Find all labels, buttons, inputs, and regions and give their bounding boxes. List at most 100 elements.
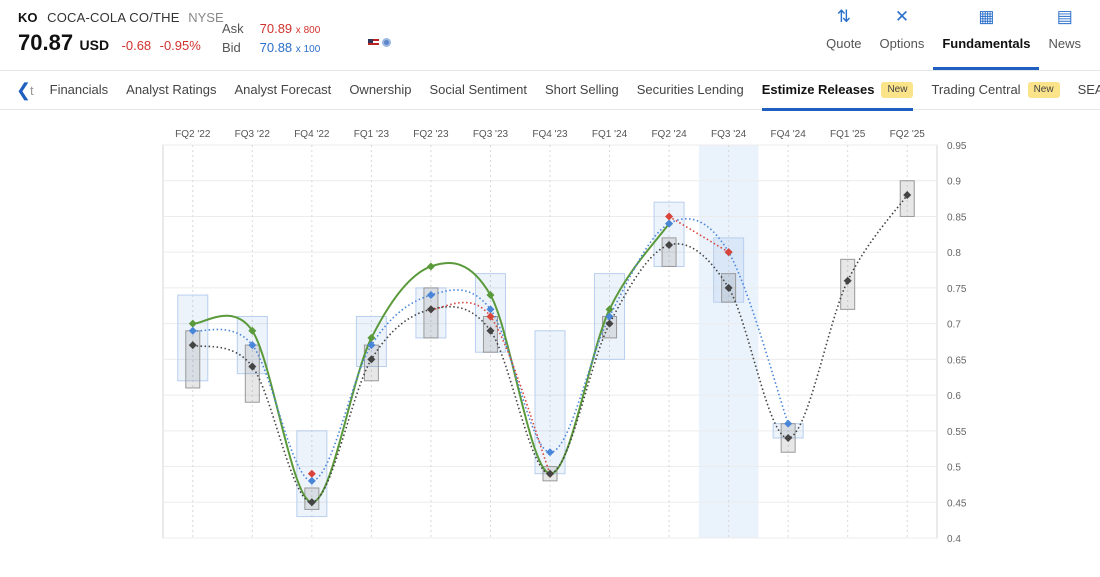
- data-point: [307, 476, 316, 485]
- tab-trading-central[interactable]: Trading Central New: [931, 70, 1060, 110]
- y-tick-label: 0.75: [947, 284, 967, 295]
- data-point: [307, 498, 316, 507]
- tab-social-sentiment[interactable]: Social Sentiment: [429, 70, 527, 110]
- bid-size: x 100: [295, 44, 321, 55]
- truncated-tab[interactable]: t: [30, 82, 34, 98]
- sort-arrows-icon: ⇅: [836, 7, 851, 26]
- ask-value: 70.89: [259, 21, 293, 36]
- data-point: [188, 326, 197, 335]
- data-point: [367, 355, 376, 364]
- nav-quote[interactable]: ⇅ Quote: [817, 6, 870, 68]
- ask-size: x 800: [295, 25, 321, 36]
- x-tick-label: FQ4 '22: [294, 129, 330, 140]
- tab-label: SEARCH: [1077, 82, 1100, 97]
- tab-label: Estimize Releases: [761, 82, 875, 97]
- ticker-symbol: KO: [18, 10, 38, 25]
- x-tick-label: FQ2 '22: [175, 129, 211, 140]
- tab-financials[interactable]: Financials: [50, 70, 109, 110]
- market-flags: [368, 38, 391, 47]
- data-point: [665, 219, 674, 228]
- tab-securities-lending[interactable]: Securities Lending: [637, 70, 744, 110]
- data-point: [724, 248, 733, 257]
- y-tick-label: 0.65: [947, 355, 967, 366]
- top-nav: ⇅ Quote ✕ Options ▦ Fundamentals ▤ News: [817, 6, 1090, 70]
- nav-news[interactable]: ▤ News: [1039, 6, 1090, 68]
- y-tick-label: 0.7: [947, 320, 961, 331]
- data-point: [843, 276, 852, 285]
- tab-analyst-ratings[interactable]: Analyst Ratings: [126, 70, 216, 110]
- data-point: [307, 469, 316, 478]
- data-point: [486, 326, 495, 335]
- y-tick-label: 0.8: [947, 248, 961, 259]
- estimate-range-box: [177, 294, 209, 382]
- x-tick-label: FQ1 '24: [592, 129, 628, 140]
- bid-row: Bid 70.88 x 100: [222, 39, 320, 58]
- data-point: [724, 283, 733, 292]
- nav-fundamentals[interactable]: ▦ Fundamentals: [933, 6, 1040, 70]
- tab-estimize-releases[interactable]: Estimize Releases New: [761, 70, 914, 111]
- data-point: [665, 212, 674, 221]
- ask-label: Ask: [222, 21, 244, 36]
- tab-label: Short Selling: [545, 82, 619, 97]
- ticker-line: KO COCA-COLA CO/THE NYSE: [18, 10, 224, 25]
- tab-search[interactable]: SEARCH: [1078, 70, 1100, 110]
- newspaper-icon: ▤: [1056, 7, 1073, 26]
- actual-range-box: [185, 330, 201, 389]
- y-tick-label: 0.95: [947, 141, 967, 152]
- tab-label: Ownership: [349, 82, 412, 97]
- estimize-chart[interactable]: 0.95 0.9 0.85 0.8 0.75 0.7 0.65 0.6 0.55 0.5 0.45 0…: [0, 110, 1100, 577]
- data-point: [367, 333, 376, 342]
- data-point: [546, 469, 554, 478]
- y-tick-label: 0.4: [947, 534, 961, 545]
- options-icon: ✕: [894, 7, 910, 26]
- bid-value: 70.88: [259, 40, 293, 55]
- x-tick-label: FQ3 '22: [235, 129, 271, 140]
- data-point: [784, 433, 793, 442]
- series-line: [192, 194, 908, 504]
- price-block: 70.87 USD -0.68 -0.95%: [18, 30, 201, 56]
- data-point: [188, 319, 197, 328]
- us-flag-icon: [368, 38, 379, 47]
- data-point: [486, 291, 495, 300]
- data-point: [784, 419, 793, 428]
- exchange-label: NYSE: [188, 10, 224, 25]
- tab-label: Financials: [49, 82, 109, 97]
- tab-ownership[interactable]: Ownership: [349, 70, 411, 110]
- nav-fundamentals-label: Fundamentals: [942, 36, 1031, 51]
- data-point: [903, 191, 912, 200]
- last-price: 70.87: [18, 30, 74, 55]
- y-tick-label: 0.6: [947, 391, 961, 402]
- data-point: [665, 241, 674, 250]
- x-tick-label: FQ4 '24: [771, 129, 807, 140]
- tab-label: Analyst Forecast: [234, 82, 332, 97]
- chevron-left-icon[interactable]: ❮: [16, 79, 32, 100]
- data-point: [248, 362, 257, 371]
- tab-label: Securities Lending: [636, 82, 744, 97]
- data-point: [605, 312, 614, 321]
- new-badge: New: [1027, 82, 1060, 98]
- actual-range-box: [244, 344, 260, 403]
- data-point: [188, 341, 197, 350]
- nav-options[interactable]: ✕ Options: [871, 6, 934, 68]
- series-line: [668, 215, 730, 253]
- ask-row: Ask 70.89 x 800: [222, 20, 320, 39]
- currency: USD: [79, 37, 110, 53]
- x-tick-label: FQ1 '25: [830, 129, 866, 140]
- y-tick-label: 0.9: [947, 177, 961, 188]
- data-point: [426, 262, 435, 271]
- tab-label: Analyst Ratings: [126, 82, 217, 97]
- x-tick-label: FQ2 '25: [890, 129, 926, 140]
- company-name: COCA-COLA CO/THE: [47, 10, 180, 25]
- nav-news-label: News: [1048, 36, 1081, 51]
- globe-icon: [382, 38, 391, 47]
- tab-analyst-forecast[interactable]: Analyst Forecast: [234, 70, 331, 110]
- data-point: [486, 312, 495, 321]
- new-badge: New: [881, 82, 914, 98]
- building-icon: ▦: [978, 7, 995, 26]
- y-tick-label: 0.5: [947, 463, 961, 474]
- tab-short-selling[interactable]: Short Selling: [545, 70, 619, 110]
- y-tick-label: 0.45: [947, 498, 967, 509]
- y-tick-label: 0.55: [947, 427, 967, 438]
- data-point: [426, 291, 435, 300]
